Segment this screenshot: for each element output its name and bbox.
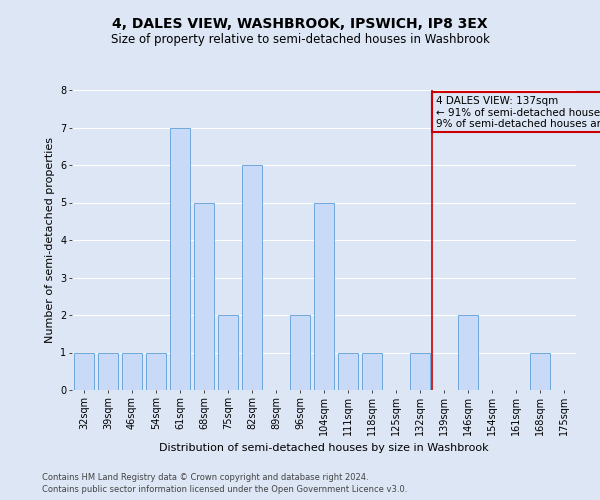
Text: Contains public sector information licensed under the Open Government Licence v3: Contains public sector information licen…: [42, 485, 407, 494]
Bar: [98, 352, 118, 390]
Bar: [242, 165, 262, 390]
Bar: [458, 315, 478, 390]
X-axis label: Distribution of semi-detached houses by size in Washbrook: Distribution of semi-detached houses by …: [159, 444, 489, 454]
Bar: [194, 202, 214, 390]
Bar: [170, 128, 190, 390]
Bar: [362, 352, 382, 390]
Text: Contains HM Land Registry data © Crown copyright and database right 2024.: Contains HM Land Registry data © Crown c…: [42, 472, 368, 482]
Bar: [74, 352, 94, 390]
Text: 4 DALES VIEW: 137sqm
← 91% of semi-detached houses are smaller (32)
9% of semi-d: 4 DALES VIEW: 137sqm ← 91% of semi-detac…: [436, 96, 600, 129]
Bar: [410, 352, 430, 390]
Text: 4, DALES VIEW, WASHBROOK, IPSWICH, IP8 3EX: 4, DALES VIEW, WASHBROOK, IPSWICH, IP8 3…: [112, 18, 488, 32]
Bar: [146, 352, 166, 390]
Text: Size of property relative to semi-detached houses in Washbrook: Size of property relative to semi-detach…: [110, 32, 490, 46]
Y-axis label: Number of semi-detached properties: Number of semi-detached properties: [44, 137, 55, 343]
Bar: [338, 352, 358, 390]
Bar: [290, 315, 310, 390]
Bar: [218, 315, 238, 390]
Bar: [122, 352, 142, 390]
Bar: [530, 352, 550, 390]
Bar: [314, 202, 334, 390]
